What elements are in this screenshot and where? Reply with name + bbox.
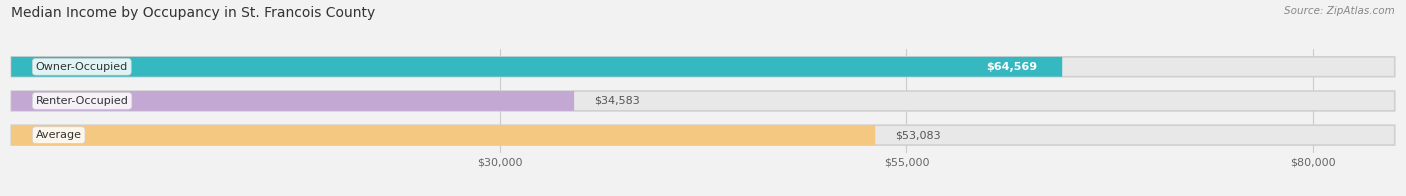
Text: $53,083: $53,083 (894, 130, 941, 140)
FancyBboxPatch shape (11, 91, 1395, 111)
FancyBboxPatch shape (11, 91, 574, 111)
Text: Average: Average (35, 130, 82, 140)
Text: Median Income by Occupancy in St. Francois County: Median Income by Occupancy in St. Franco… (11, 6, 375, 20)
Text: Owner-Occupied: Owner-Occupied (35, 62, 128, 72)
Text: $34,583: $34,583 (593, 96, 640, 106)
FancyBboxPatch shape (11, 57, 1395, 77)
FancyBboxPatch shape (11, 125, 876, 145)
Text: $64,569: $64,569 (987, 62, 1038, 72)
Text: Source: ZipAtlas.com: Source: ZipAtlas.com (1284, 6, 1395, 16)
FancyBboxPatch shape (11, 57, 1062, 77)
FancyBboxPatch shape (11, 125, 1395, 145)
Text: Renter-Occupied: Renter-Occupied (35, 96, 128, 106)
